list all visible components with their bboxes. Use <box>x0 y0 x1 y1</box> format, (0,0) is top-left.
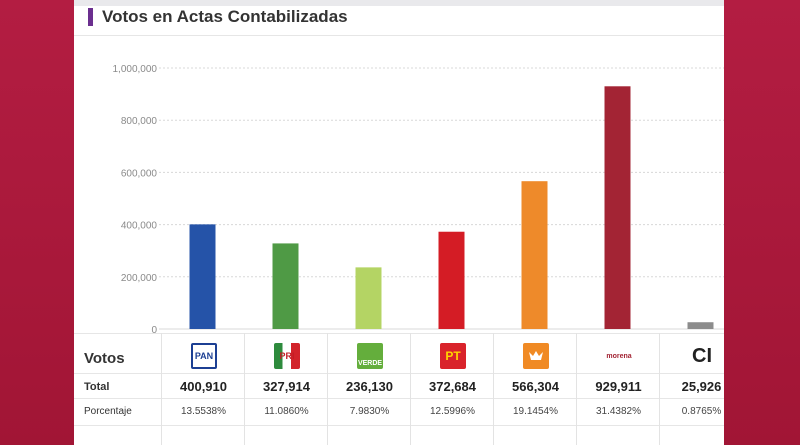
party-column-ci: CI 25,926 0.8765% <box>659 333 724 445</box>
total-pan: 400,910 <box>180 379 227 394</box>
party-column-pt: PT 372,684 12.5996% <box>410 333 493 445</box>
party-column-morena: morena 929,911 31.4382% <box>576 333 659 445</box>
y-tick-label: 200,000 <box>121 273 158 284</box>
row-header-porcentaje: Porcentaje <box>84 406 132 417</box>
bar-pri <box>272 243 299 329</box>
y-tick-label: 0 <box>151 325 157 335</box>
background-right <box>724 0 800 445</box>
party-column-mc: 566,304 19.1454% <box>493 333 576 445</box>
pct-pri: 11.0860% <box>264 406 309 417</box>
y-tick-label: 400,000 <box>121 221 158 232</box>
total-pt: 372,684 <box>429 379 476 394</box>
pan-logo-icon: PAN <box>191 343 217 369</box>
pri-logo-icon: PRI <box>274 343 300 369</box>
total-verde: 236,130 <box>346 379 393 394</box>
pct-pan: 13.5538% <box>180 406 227 417</box>
party-column-pan: PAN 400,910 13.5538% <box>161 333 244 445</box>
y-tick-label: 600,000 <box>121 168 158 179</box>
mc-logo-icon <box>523 343 549 369</box>
morena-logo-icon: morena <box>594 343 644 369</box>
y-tick-label: 1,000,000 <box>113 64 158 75</box>
total-mc: 566,304 <box>512 379 559 394</box>
results-table: Votos Total Porcentaje PAN 400,910 13.55… <box>74 333 724 445</box>
top-strip <box>74 0 724 6</box>
y-tick-label: 800,000 <box>121 116 158 127</box>
row-header-votos: Votos <box>84 350 125 367</box>
pct-ci: 0.8765% <box>681 406 722 417</box>
title-accent-bar <box>88 8 93 26</box>
results-card: Votos en Actas Contabilizadas 0 200,000 40… <box>74 0 724 445</box>
row-header-total: Total <box>84 381 110 393</box>
background-left <box>0 0 74 445</box>
pct-pt: 12.5996% <box>429 406 476 417</box>
total-morena: 929,911 <box>595 379 642 394</box>
pct-morena: 31.4382% <box>595 406 642 417</box>
pct-verde: 7.9830% <box>349 406 390 417</box>
bar-pt <box>438 231 465 329</box>
bar-ci <box>687 322 714 329</box>
pt-logo-icon: PT <box>440 343 466 369</box>
verde-logo-icon: VERDE <box>357 343 383 369</box>
table-top-rule <box>74 333 724 334</box>
chart-title: Votos en Actas Contabilizadas <box>102 7 348 26</box>
total-pri: 327,914 <box>263 379 310 394</box>
ci-logo-icon: CI <box>689 343 715 369</box>
eagle-icon <box>529 351 543 360</box>
bar-mc <box>521 181 548 329</box>
bar-morena <box>604 86 631 329</box>
bar-verde <box>355 267 382 329</box>
pct-mc: 19.1454% <box>512 406 559 417</box>
bar-chart: 0 200,000 400,000 600,000 800,000 1,000,000 <box>113 64 724 335</box>
table-rule-logos <box>74 373 724 374</box>
bar-pan <box>189 224 216 329</box>
party-column-pri: PRI 327,914 11.0860% <box>244 333 327 445</box>
party-column-verde: VERDE 236,130 7.9830% <box>327 333 410 445</box>
total-ci: 25,926 <box>681 379 722 394</box>
table-rule-pct <box>74 425 724 426</box>
title-divider <box>74 35 724 36</box>
table-rule-total <box>74 398 724 399</box>
